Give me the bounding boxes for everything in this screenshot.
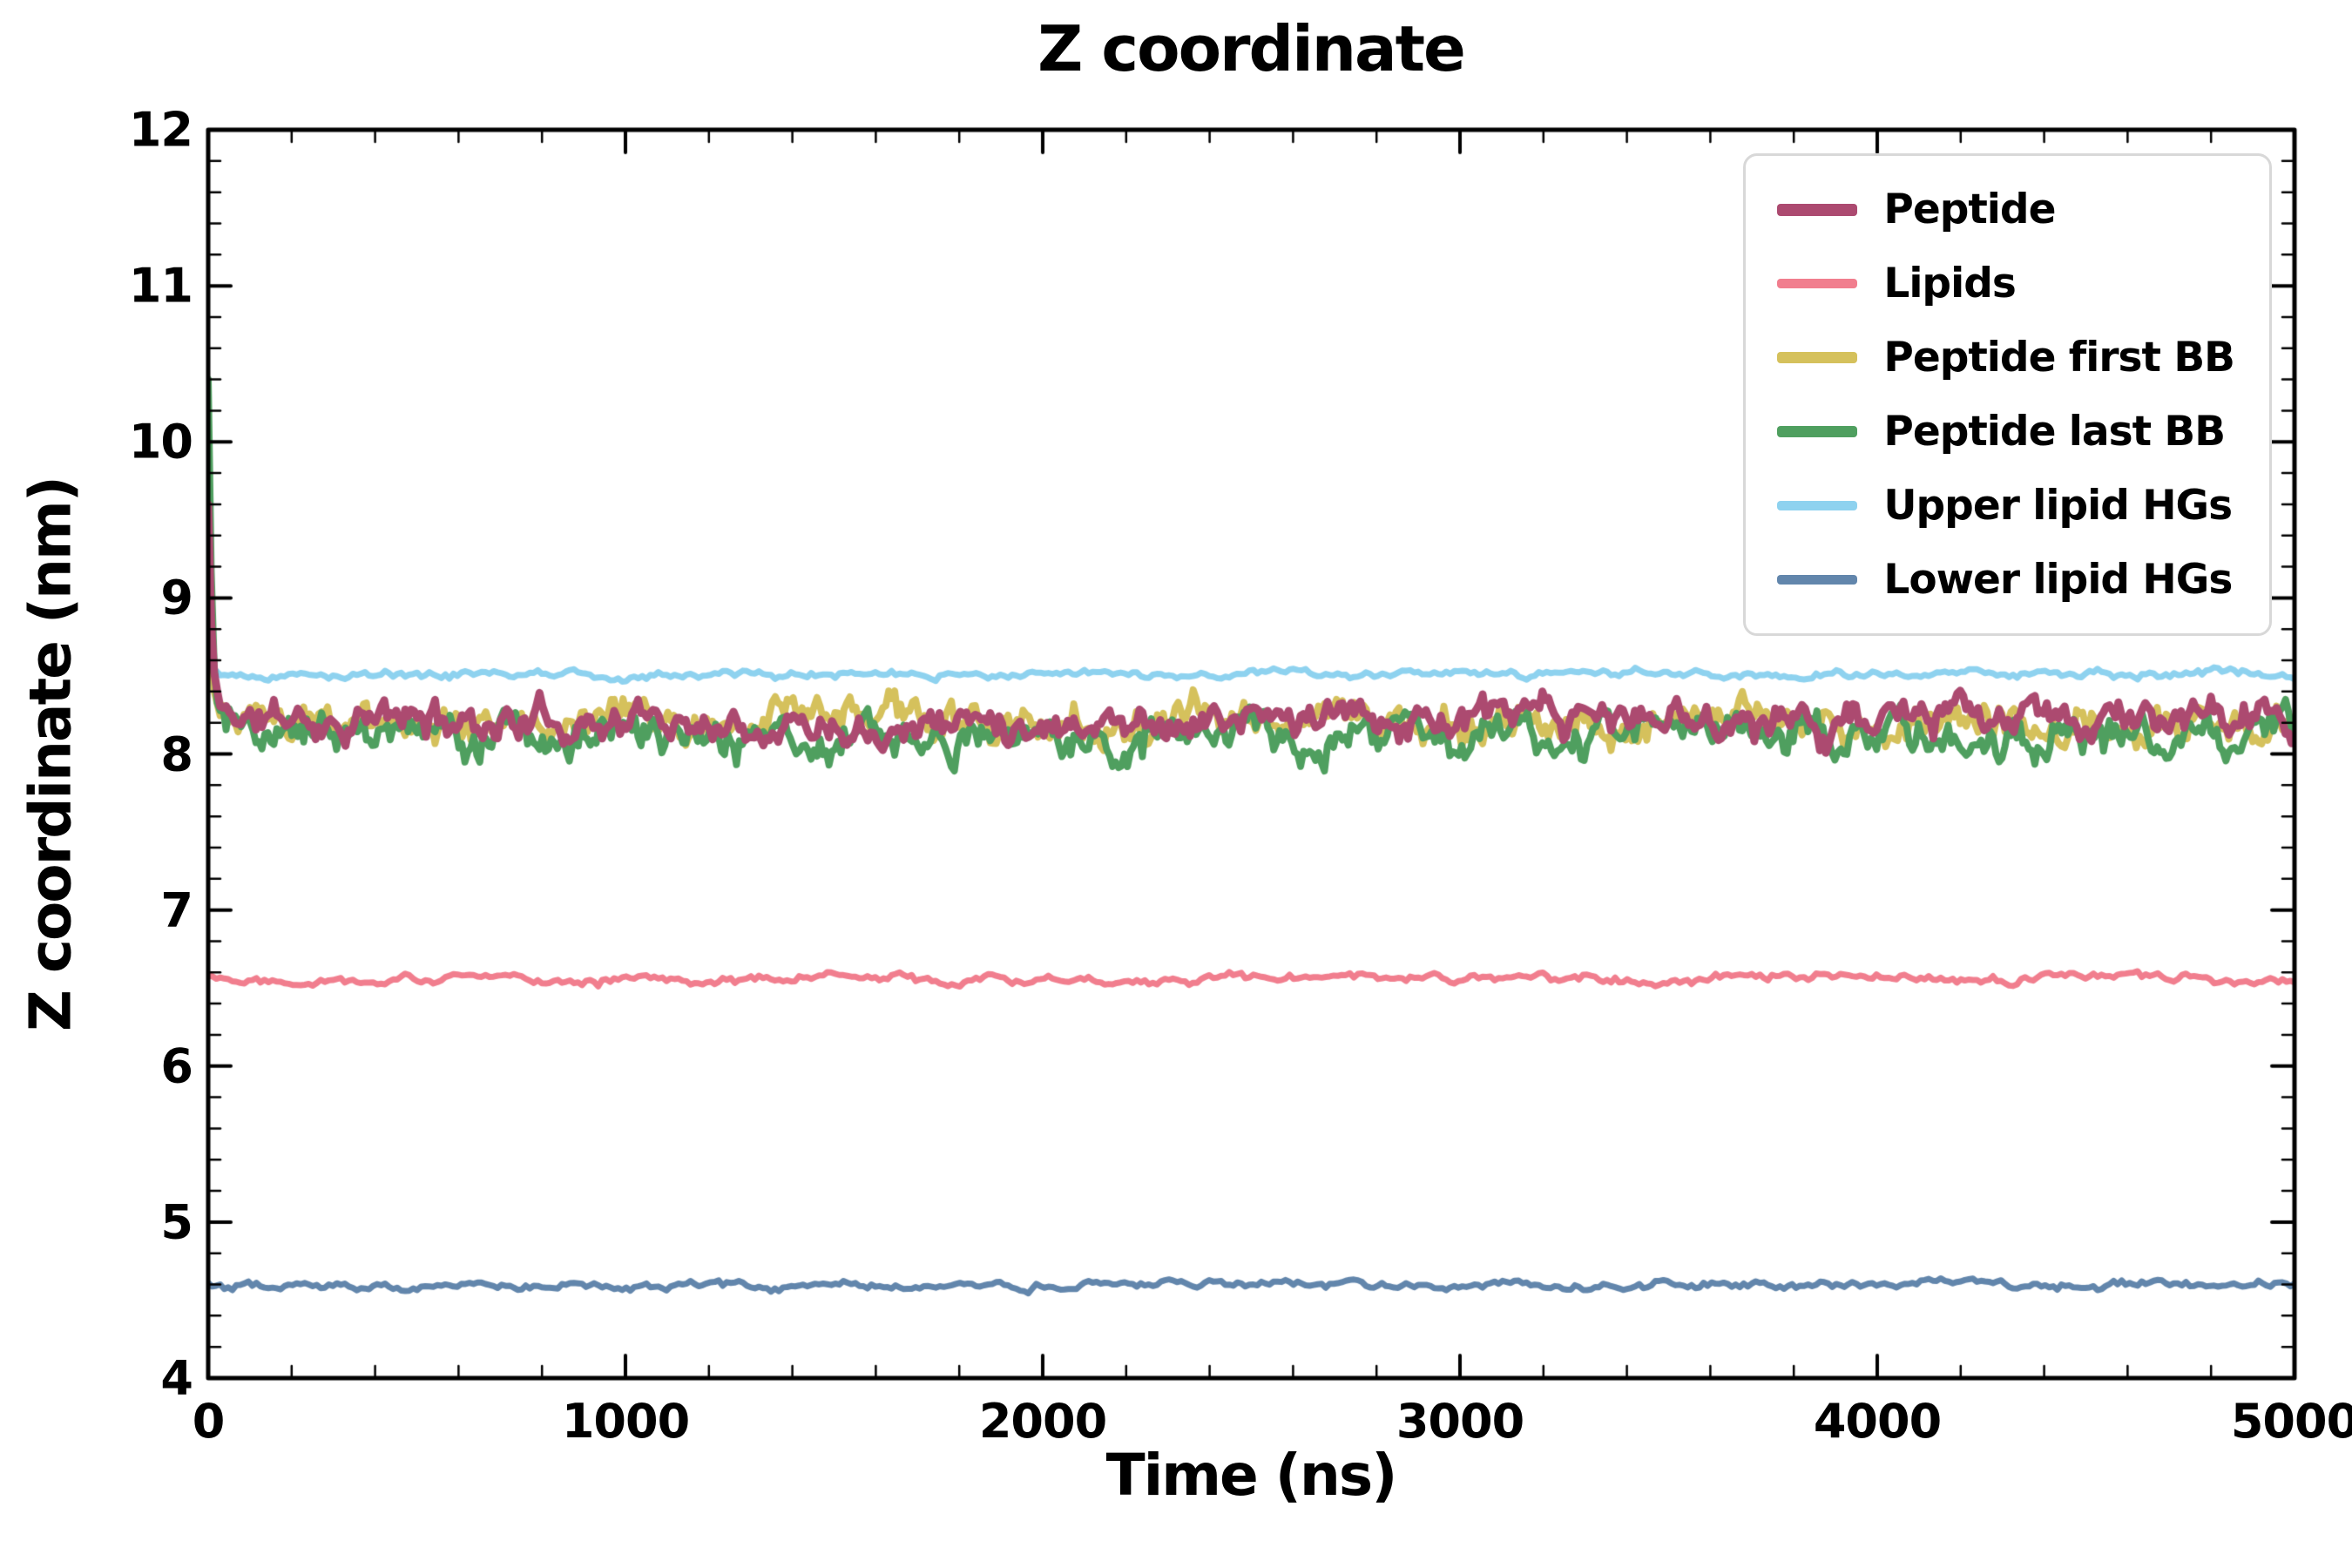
y-tick-label: 10 bbox=[128, 414, 193, 470]
legend-label: Lower lipid HGs bbox=[1883, 556, 2233, 604]
legend-label: Lipids bbox=[1883, 260, 2016, 308]
x-tick-label: 0 bbox=[192, 1394, 226, 1449]
legend-label: Upper lipid HGs bbox=[1883, 482, 2233, 530]
legend-entry-lower-lipid-hgs: Lower lipid HGs bbox=[1777, 556, 2234, 604]
legend-line-sample bbox=[1777, 203, 1858, 216]
y-tick-label: 5 bbox=[160, 1194, 193, 1250]
legend-line-sample bbox=[1777, 426, 1858, 437]
y-axis-label: Z coordinate (nm) bbox=[17, 477, 84, 1031]
x-tick-label: 3000 bbox=[1396, 1394, 1524, 1449]
legend-entry-peptide-first-bb: Peptide first BB bbox=[1777, 334, 2235, 382]
legend-line-sample bbox=[1777, 352, 1858, 363]
y-tick-label: 11 bbox=[128, 258, 193, 314]
y-tick-label: 9 bbox=[160, 570, 193, 625]
x-tick-label: 2000 bbox=[978, 1394, 1107, 1449]
y-tick-label: 8 bbox=[160, 727, 193, 781]
x-axis-label: Time (ns) bbox=[1105, 1442, 1398, 1509]
legend-entry-lipids: Lipids bbox=[1777, 260, 2234, 308]
legend-label: Peptide bbox=[1883, 186, 2056, 233]
x-tick-label: 5000 bbox=[2230, 1394, 2352, 1449]
legend-entry-peptide-last-bb: Peptide last BB bbox=[1777, 408, 2234, 456]
y-tick-label: 12 bbox=[128, 102, 193, 158]
legend-line-sample bbox=[1777, 279, 1858, 288]
legend-line-sample bbox=[1777, 575, 1858, 585]
chart-title: Z coordinate bbox=[1037, 12, 1466, 85]
legend-entry-upper-lipid-hgs: Upper lipid HGs bbox=[1777, 482, 2234, 530]
x-tick-label: 1000 bbox=[561, 1394, 690, 1449]
legend-label: Peptide last BB bbox=[1883, 408, 2226, 456]
legend: Peptide Lipids Peptide first BB Peptide las… bbox=[1743, 153, 2272, 636]
x-tick-label: 4000 bbox=[1813, 1394, 1942, 1449]
y-tick-label: 7 bbox=[160, 882, 193, 938]
y-tick-label: 6 bbox=[160, 1038, 193, 1094]
y-tick-label: 4 bbox=[160, 1350, 193, 1406]
legend-entry-peptide: Peptide bbox=[1777, 186, 2234, 233]
legend-line-sample bbox=[1777, 501, 1858, 510]
legend-label: Peptide first BB bbox=[1883, 334, 2235, 382]
